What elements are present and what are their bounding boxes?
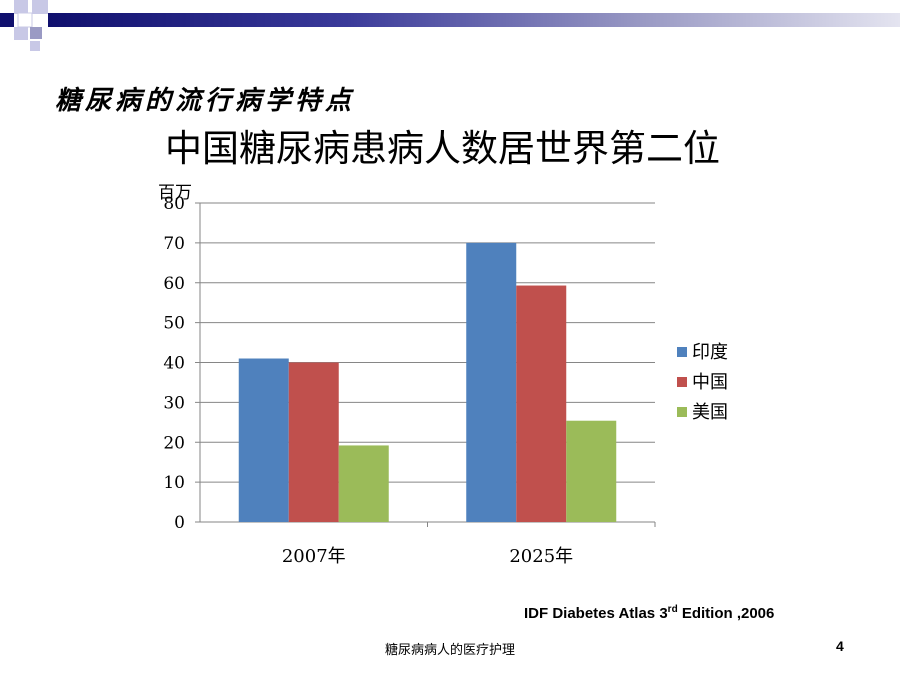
legend-swatch-中国 bbox=[677, 377, 687, 387]
bar-美国-2007年 bbox=[338, 445, 389, 522]
chart-title: 中国糖尿病患病人数居世界第二位 bbox=[165, 127, 720, 170]
deco-square-1 bbox=[0, 0, 14, 14]
deco-square-3 bbox=[0, 13, 14, 27]
bar-中国-2007年 bbox=[288, 362, 339, 522]
bar-印度-2025年 bbox=[466, 242, 517, 522]
deco-square-6 bbox=[14, 27, 28, 40]
footer-text: 糖尿病病人的医疗护理 bbox=[384, 643, 515, 658]
source-superscript: rd bbox=[667, 604, 678, 615]
y-tick-label: 70 bbox=[163, 234, 185, 254]
header-decoration bbox=[0, 0, 48, 51]
header-gradient-bar bbox=[48, 13, 900, 27]
y-tick-label: 80 bbox=[163, 194, 185, 214]
bar-中国-2025年 bbox=[516, 285, 567, 522]
source-citation: IDF Diabetes Atlas 3rd Edition ,2006 bbox=[524, 604, 774, 622]
y-tick-label: 50 bbox=[163, 314, 185, 334]
deco-square-5 bbox=[32, 0, 48, 14]
legend-label-印度: 印度 bbox=[692, 342, 728, 363]
bar-美国-2025年 bbox=[566, 420, 617, 522]
x-tick-label: 2007年 bbox=[282, 546, 346, 567]
deco-square-7 bbox=[30, 27, 42, 39]
legend-label-美国: 美国 bbox=[692, 402, 728, 423]
deco-square-8 bbox=[30, 41, 40, 51]
section-title: 糖尿病的流行病学特点 bbox=[55, 86, 356, 116]
y-tick-label: 20 bbox=[163, 433, 185, 453]
deco-square-4 bbox=[17, 12, 33, 28]
y-tick-label: 40 bbox=[163, 354, 185, 374]
x-tick-label: 2025年 bbox=[509, 546, 573, 567]
legend-label-中国: 中国 bbox=[692, 372, 728, 393]
y-axis-label: 百万 bbox=[158, 183, 192, 203]
legend-swatch-印度 bbox=[677, 347, 687, 357]
y-tick-label: 60 bbox=[163, 274, 185, 294]
source-prefix: IDF Diabetes Atlas 3 bbox=[524, 605, 668, 622]
y-tick-label: 0 bbox=[174, 513, 185, 533]
y-tick-label: 30 bbox=[163, 393, 185, 413]
legend-swatch-美国 bbox=[677, 407, 687, 417]
y-tick-label: 10 bbox=[163, 473, 185, 493]
deco-square-2 bbox=[14, 0, 28, 14]
bar-印度-2007年 bbox=[238, 358, 289, 522]
page-number: 4 bbox=[836, 638, 844, 654]
source-suffix: Edition ,2006 bbox=[677, 605, 775, 622]
